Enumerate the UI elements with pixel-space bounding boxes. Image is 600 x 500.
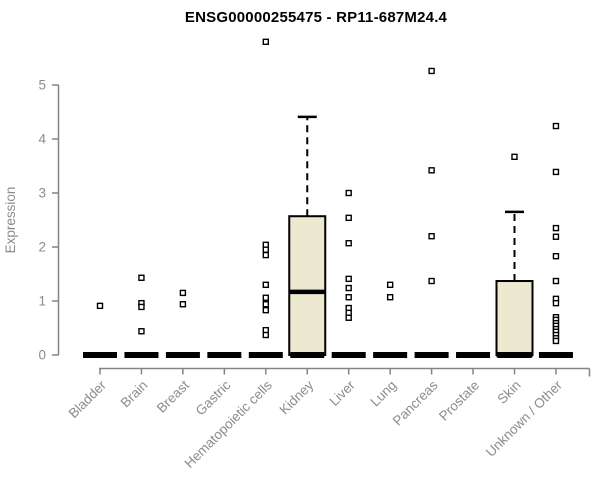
outlier-point: [179, 289, 187, 297]
outlier-point: [428, 167, 435, 174]
zero-median-bar: [538, 352, 573, 358]
chart-title: ENSG00000255475 - RP11-687M24.4: [184, 9, 448, 26]
zero-median-bar: [290, 352, 325, 358]
y-tick-label: 1: [38, 294, 46, 309]
x-category-label: Gastric: [193, 377, 234, 418]
outlier-point: [262, 294, 269, 301]
outlier-point: [345, 284, 352, 292]
box: [288, 215, 327, 356]
zero-median-bar: [207, 352, 242, 358]
outlier-point: [345, 294, 352, 301]
outlier-point: [552, 277, 560, 285]
x-category-label: Skin: [494, 378, 523, 407]
outlier-point: [179, 301, 187, 308]
zero-median-bar: [165, 352, 200, 358]
outlier-point: [345, 314, 352, 321]
y-tick-label: 4: [38, 132, 46, 147]
outlier-point: [552, 252, 560, 260]
x-category-label: Liver: [327, 377, 359, 409]
outlier-point: [386, 281, 394, 288]
y-tick-label: 2: [38, 240, 46, 255]
outlier-point: [552, 122, 560, 130]
zero-median-bar: [83, 352, 117, 358]
x-category-label: Brain: [118, 378, 151, 411]
outlier-point: [428, 277, 435, 285]
x-category-label: Prostate: [436, 378, 482, 424]
outlier-point: [345, 240, 352, 247]
outlier-point: [138, 303, 145, 311]
zero-median-bar: [373, 352, 408, 358]
outlier-point: [262, 246, 269, 253]
y-tick-label: 3: [38, 186, 46, 201]
outlier-point: [552, 337, 560, 345]
outlier-point: [345, 275, 352, 283]
outlier-point: [262, 331, 269, 339]
x-category-label: Unknown / Other: [483, 377, 566, 460]
outlier-point: [552, 299, 560, 307]
outlier-point: [511, 153, 518, 161]
outlier-point: [262, 38, 269, 45]
outlier-point: [345, 189, 352, 197]
zero-median-bar: [456, 352, 491, 358]
outlier-point: [262, 251, 269, 259]
outlier-point: [428, 67, 435, 75]
outlier-point: [552, 233, 560, 240]
x-category-label: Kidney: [277, 377, 317, 417]
zero-median-bar: [124, 352, 159, 358]
y-tick-label: 5: [38, 78, 46, 93]
x-category-label: Bladder: [66, 377, 110, 421]
outlier-point: [552, 168, 560, 176]
y-axis-title: Expression: [3, 187, 18, 254]
zero-median-bar: [248, 352, 283, 358]
outlier-point: [428, 232, 435, 240]
outlier-point: [386, 294, 394, 301]
zero-median-bar: [497, 352, 532, 358]
outlier-point: [262, 306, 269, 314]
x-category-label: Pancreas: [390, 377, 441, 428]
outlier-point: [138, 274, 145, 281]
outlier-point: [552, 224, 560, 232]
x-category-label: Breast: [154, 377, 192, 415]
y-tick-label: 0: [38, 348, 46, 363]
box: [495, 280, 534, 356]
zero-median-bar: [331, 352, 366, 358]
outlier-point: [96, 302, 104, 310]
outlier-point: [262, 281, 269, 288]
zero-median-bar: [414, 352, 449, 358]
outlier-point: [138, 328, 145, 335]
outlier-point: [345, 214, 352, 222]
outlier-point: [262, 301, 269, 308]
x-category-label: Lung: [367, 378, 399, 410]
